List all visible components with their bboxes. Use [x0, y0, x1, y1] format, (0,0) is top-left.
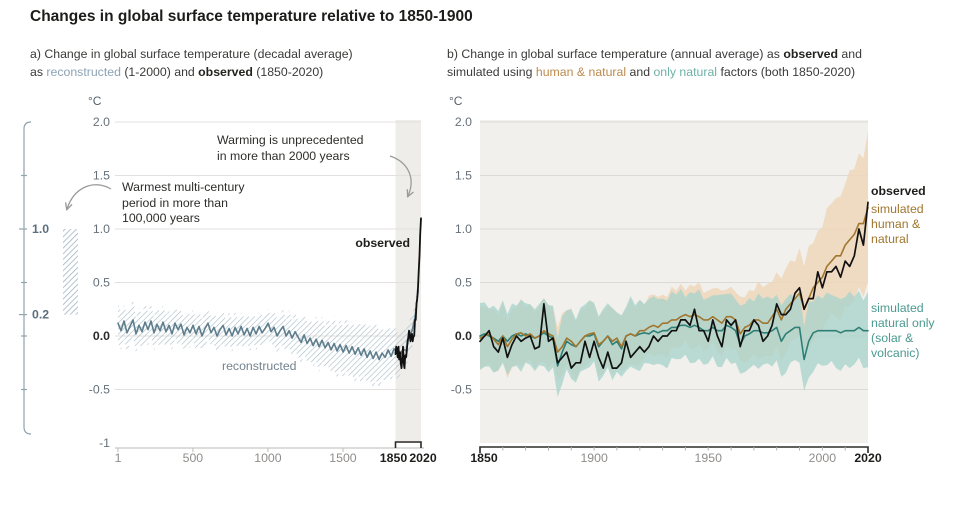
annotation-arrow-icon	[67, 184, 112, 209]
reconstructed-line	[117, 290, 419, 361]
y-tick-label: 0.5	[93, 276, 110, 290]
x-tick-label: 1850	[380, 451, 408, 465]
x-tick-label: 1950	[695, 451, 723, 465]
observed-line	[479, 201, 869, 369]
y-tick-label: 0.5	[455, 276, 472, 290]
y-tick-label: -0.5	[451, 383, 472, 397]
panel-b-subtitle-text: and	[626, 64, 654, 79]
y-tick-label: 1.0	[93, 222, 110, 236]
side-scale-label: 0.2	[32, 308, 49, 322]
observed-line	[394, 217, 422, 370]
x-tick-label: 2020	[854, 451, 882, 465]
legend-simulated-natural-only: simulated natural only (solar & volcanic…	[871, 301, 935, 360]
side-scale-label: 1.0	[32, 222, 49, 236]
human-natural-keyword: human & natural	[535, 64, 627, 79]
panel-a-unit-label: °C	[88, 94, 102, 108]
x-tick-label: 500	[183, 451, 204, 465]
y-tick-label: 1.5	[455, 169, 472, 183]
x-tick-label: 2020	[409, 451, 437, 465]
x-tick-label: 1500	[329, 451, 357, 465]
panel-b-unit-label: °C	[449, 94, 463, 108]
panel-a-subtitle-text: (1-2000) and	[120, 64, 199, 79]
y-tick-label: 0.0	[455, 329, 472, 343]
warmest-period-bar	[63, 229, 78, 315]
warming-unprecedented-annotation: Warming is unprecedented in more than 20…	[217, 133, 364, 163]
side-scale-bracket	[23, 121, 32, 435]
x-tick-label: 2000	[809, 451, 837, 465]
observed-period-highlight	[395, 120, 421, 443]
y-tick-label: 1.0	[455, 222, 472, 236]
panel-b-subtitle-text: b) Change in global surface temperature …	[447, 47, 784, 61]
period-bracket	[394, 441, 422, 448]
y-tick-label: 2.0	[455, 115, 472, 129]
reconstructed-keyword: reconstructed	[46, 64, 121, 79]
reconstructed-uncertainty-band	[118, 275, 419, 390]
panel-a-subtitle-text: (1850-2020)	[252, 64, 324, 79]
panel-a-observed-label: observed	[355, 236, 410, 250]
panel-b-plot: 1850 1900 1950 2000 2020 2.0 1.5 1.0 0.5 0.0 -0.5	[451, 115, 882, 465]
x-axis-bracket	[479, 446, 869, 453]
figure-title: Changes in global surface temperature re…	[30, 8, 473, 25]
panel-a-subtitle: a) Change in global surface temperature …	[30, 46, 450, 82]
x-tick-label: 1000	[254, 451, 282, 465]
panel-b-subtitle-text: and	[838, 47, 862, 61]
legend-simulated-human-natural: simulated human & natural	[871, 202, 924, 246]
panel-b-subtitle: b) Change in global surface temperature …	[447, 46, 937, 82]
y-tick-label: -1	[99, 436, 110, 450]
y-tick-label: 0.0	[93, 329, 110, 343]
panel-a-plot: 1 500 1000 1500 1850 20202.01.51.00.50.0-0.5-…	[19, 115, 437, 465]
panel-b-subtitle-text: simulated using	[447, 64, 536, 79]
panel-b-subtitle-text: factors (both 1850-2020)	[717, 64, 856, 79]
observed-keyword: observed	[198, 64, 253, 79]
x-tick-label: 1850	[470, 451, 498, 465]
observed-keyword: observed	[783, 47, 839, 61]
y-tick-label: -0.5	[89, 383, 110, 397]
only-natural-keyword: only natural	[653, 64, 718, 79]
panel-a-reconstructed-label: reconstructed	[222, 359, 297, 373]
natural-only-uncertainty-band	[480, 288, 868, 397]
annotation-arrow-icon	[389, 155, 411, 196]
panel-a-subtitle-line1: a) Change in global surface temperature …	[30, 47, 353, 61]
y-tick-label: 2.0	[93, 115, 110, 129]
warmest-period-annotation: Warmest multi-century period in more tha…	[122, 180, 245, 226]
legend-observed: observed	[871, 184, 926, 198]
panel-a-subtitle-text: as	[30, 64, 47, 79]
y-tick-label: 1.5	[93, 169, 110, 183]
x-tick-label: 1900	[580, 451, 608, 465]
natural-only-line	[479, 324, 869, 367]
x-tick-label: 1	[115, 451, 122, 465]
